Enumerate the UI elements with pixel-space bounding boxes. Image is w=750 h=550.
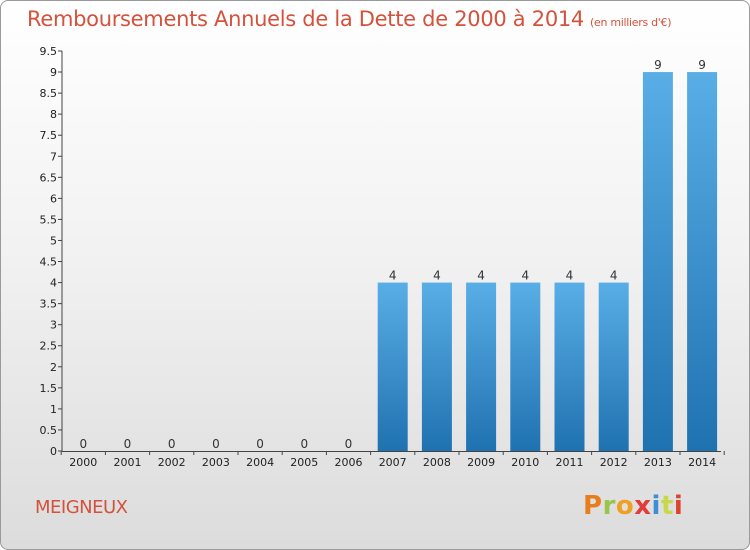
logo-letter: t xyxy=(660,491,674,521)
x-tick-label: 2009 xyxy=(467,456,495,469)
bar xyxy=(466,282,497,451)
y-tick-label: 8.5 xyxy=(40,87,58,100)
bar xyxy=(598,282,629,451)
data-label: 0 xyxy=(300,437,308,451)
x-tick-label: 2003 xyxy=(202,456,230,469)
data-label: 0 xyxy=(124,437,132,451)
y-tick-label: 4.5 xyxy=(40,256,58,269)
data-label: 0 xyxy=(345,437,353,451)
y-tick-label: 5 xyxy=(50,234,57,247)
data-label: 9 xyxy=(654,58,662,72)
bar xyxy=(377,282,408,451)
y-tick-label: 8 xyxy=(50,108,57,121)
y-tick-label: 7.5 xyxy=(40,129,58,142)
x-tick-label: 2013 xyxy=(644,456,672,469)
logo-letter: x xyxy=(634,491,652,521)
commune-name: MEIGNEUX xyxy=(35,497,128,518)
y-tick-label: 0 xyxy=(50,445,57,458)
x-tick-label: 2008 xyxy=(423,456,451,469)
y-tick-label: 4 xyxy=(50,277,57,290)
y-tick-label: 5.5 xyxy=(40,213,58,226)
data-label: 4 xyxy=(610,269,618,283)
bar xyxy=(642,72,673,451)
y-tick-label: 2.5 xyxy=(40,340,58,353)
x-tick-label: 2010 xyxy=(511,456,539,469)
logo-letter: r xyxy=(602,491,616,521)
data-label: 4 xyxy=(477,269,485,283)
data-label: 0 xyxy=(256,437,264,451)
y-tick-label: 6.5 xyxy=(40,171,58,184)
y-tick-label: 9.5 xyxy=(40,45,58,58)
bar xyxy=(554,282,585,451)
y-tick-label: 0.5 xyxy=(40,424,58,437)
y-tick-label: 3.5 xyxy=(40,298,58,311)
x-tick-label: 2001 xyxy=(114,456,142,469)
data-label: 4 xyxy=(433,269,441,283)
x-tick-label: 2007 xyxy=(379,456,407,469)
x-tick-label: 2011 xyxy=(556,456,584,469)
y-tick-label: 6 xyxy=(50,192,57,205)
y-tick-label: 1 xyxy=(50,403,57,416)
chart-title: Remboursements Annuels de la Dette de 20… xyxy=(27,7,671,31)
x-tick-label: 2012 xyxy=(600,456,628,469)
y-tick-label: 3 xyxy=(50,319,57,332)
bar xyxy=(421,282,452,451)
data-label: 9 xyxy=(698,58,706,72)
x-tick-label: 2006 xyxy=(335,456,363,469)
x-tick-label: 2014 xyxy=(688,456,716,469)
bar xyxy=(510,282,541,451)
proxiti-logo: Proxiti xyxy=(583,491,683,521)
logo-letter: i xyxy=(673,491,684,521)
data-label: 4 xyxy=(566,269,574,283)
chart-unit: (en milliers d'€) xyxy=(590,16,672,29)
logo-letter: P xyxy=(583,491,603,521)
logo-letter: o xyxy=(615,491,635,521)
x-tick-label: 2000 xyxy=(69,456,97,469)
y-tick-label: 9 xyxy=(50,66,57,79)
x-tick-label: 2002 xyxy=(158,456,186,469)
data-label: 0 xyxy=(168,437,176,451)
x-tick-label: 2005 xyxy=(290,456,318,469)
x-tick-label: 2004 xyxy=(246,456,274,469)
data-label: 0 xyxy=(212,437,220,451)
data-label: 4 xyxy=(521,269,529,283)
logo-letter: i xyxy=(651,491,661,521)
y-tick-label: 2 xyxy=(50,361,57,374)
chart-title-text: Remboursements Annuels de la Dette de 20… xyxy=(27,7,584,31)
data-label: 4 xyxy=(389,269,397,283)
bar xyxy=(687,72,718,451)
y-tick-label: 1.5 xyxy=(40,382,58,395)
data-label: 0 xyxy=(79,437,87,451)
y-tick-label: 7 xyxy=(50,150,57,163)
